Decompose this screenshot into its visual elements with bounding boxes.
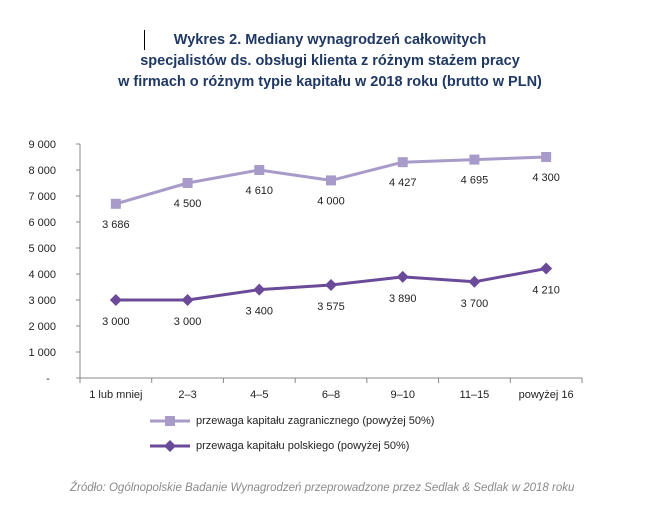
title-line-3: w firmach o różnym typie kapitału w 2018… [118,74,542,90]
data-label: 4 210 [532,285,560,297]
x-tick-label: 9–10 [390,389,414,401]
legend-marker [165,415,175,426]
data-label: 3 575 [317,301,345,313]
data-point [325,279,337,292]
legend-label-polish: przewaga kapitału polskiego (powyżej 50%… [196,439,410,452]
text-cursor [144,30,145,50]
y-tick-label: 5 000 [28,243,56,255]
x-tick-label: 2–3 [178,389,196,401]
data-label: 4 427 [389,177,417,189]
data-point [110,198,121,209]
y-tick-label: 3 000 [28,295,56,307]
y-tick-label: 7 000 [28,191,56,203]
data-label: 4 610 [246,185,274,197]
data-label: 4 300 [532,172,560,184]
x-tick-label: 6–8 [322,389,340,401]
data-label: 4 500 [174,198,202,210]
legend-item-foreign: przewaga kapitału zagranicznego (powyżej… [150,412,434,429]
data-point [469,154,480,165]
data-point [540,262,553,275]
data-label: 4 000 [317,195,345,207]
y-tick-label: 9 000 [28,139,56,151]
data-label: 3 000 [102,316,130,328]
data-label: 3 000 [174,316,202,328]
y-tick-label: 8 000 [28,165,56,177]
title-line-1: Wykres 2. Mediany wynagrodzeń całkowityc… [173,32,487,48]
x-tick-label: 1 lub mniej [89,389,142,401]
data-point [254,165,265,175]
y-tick-label: 4 000 [28,269,56,281]
data-label: 3 686 [102,219,130,231]
legend-item-polish: przewaga kapitału polskiego (powyżej 50%… [150,437,434,454]
data-point [396,270,409,283]
chart-title: Wykres 2. Mediany wynagrodzeń całkowityc… [0,30,660,93]
data-point [181,294,194,306]
x-tick-label: 11–15 [460,389,490,401]
data-point [326,175,336,186]
x-tick-label: 4–5 [250,389,268,401]
title-line-2: specjalistów ds. obsługi klienta z różny… [140,53,520,69]
data-point [182,178,193,188]
data-label: 3 700 [461,298,489,310]
legend-swatch-polish [150,439,190,452]
y-tick-label: 2 000 [28,321,56,333]
x-tick-label: powyżej 16 [519,389,574,401]
y-tick-label: - [46,373,50,385]
data-point [253,283,266,296]
data-point [541,152,552,162]
data-label: 3 890 [389,293,417,305]
legend-swatch-foreign [150,415,190,426]
data-label: 4 695 [461,175,489,187]
data-point [468,275,481,288]
y-tick-label: 1 000 [28,347,56,359]
data-point [109,294,122,306]
data-point [397,157,408,168]
source-note: Źródło: Ogólnopolskie Badanie Wynagrodze… [70,482,575,494]
legend-label-foreign: przewaga kapitału zagranicznego (powyżej… [196,414,435,427]
data-label: 3 400 [246,306,274,318]
legend: przewaga kapitału zagranicznego (powyżej… [150,412,434,462]
legend-marker [164,439,176,452]
y-tick-label: 6 000 [28,217,56,229]
